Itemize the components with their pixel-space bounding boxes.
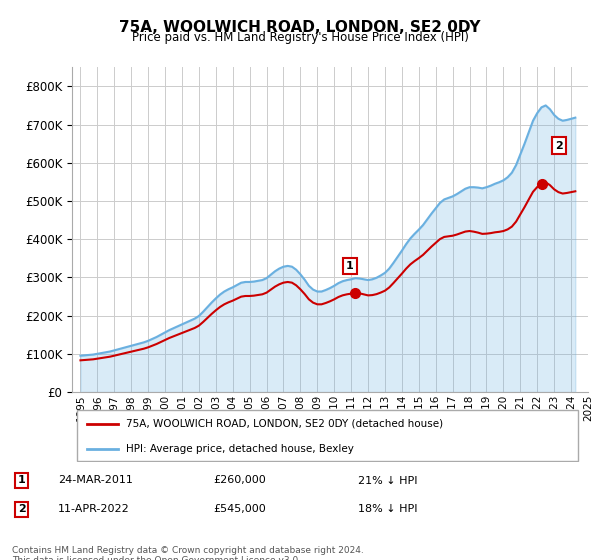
Text: Price paid vs. HM Land Registry's House Price Index (HPI): Price paid vs. HM Land Registry's House … bbox=[131, 31, 469, 44]
Text: 11-APR-2022: 11-APR-2022 bbox=[58, 505, 130, 515]
Text: 24-MAR-2011: 24-MAR-2011 bbox=[58, 475, 133, 486]
Text: 18% ↓ HPI: 18% ↓ HPI bbox=[358, 505, 417, 515]
Text: £260,000: £260,000 bbox=[214, 475, 266, 486]
Text: 1: 1 bbox=[346, 261, 353, 271]
Text: HPI: Average price, detached house, Bexley: HPI: Average price, detached house, Bexl… bbox=[126, 444, 354, 454]
Text: Contains HM Land Registry data © Crown copyright and database right 2024.
This d: Contains HM Land Registry data © Crown c… bbox=[12, 546, 364, 560]
FancyBboxPatch shape bbox=[77, 410, 578, 461]
Text: 2: 2 bbox=[18, 505, 26, 515]
Text: 75A, WOOLWICH ROAD, LONDON, SE2 0DY (detached house): 75A, WOOLWICH ROAD, LONDON, SE2 0DY (det… bbox=[126, 419, 443, 429]
Text: 21% ↓ HPI: 21% ↓ HPI bbox=[358, 475, 417, 486]
Text: 2: 2 bbox=[555, 141, 563, 151]
Text: £545,000: £545,000 bbox=[214, 505, 266, 515]
Text: 75A, WOOLWICH ROAD, LONDON, SE2 0DY: 75A, WOOLWICH ROAD, LONDON, SE2 0DY bbox=[119, 20, 481, 35]
Text: 1: 1 bbox=[18, 475, 26, 486]
